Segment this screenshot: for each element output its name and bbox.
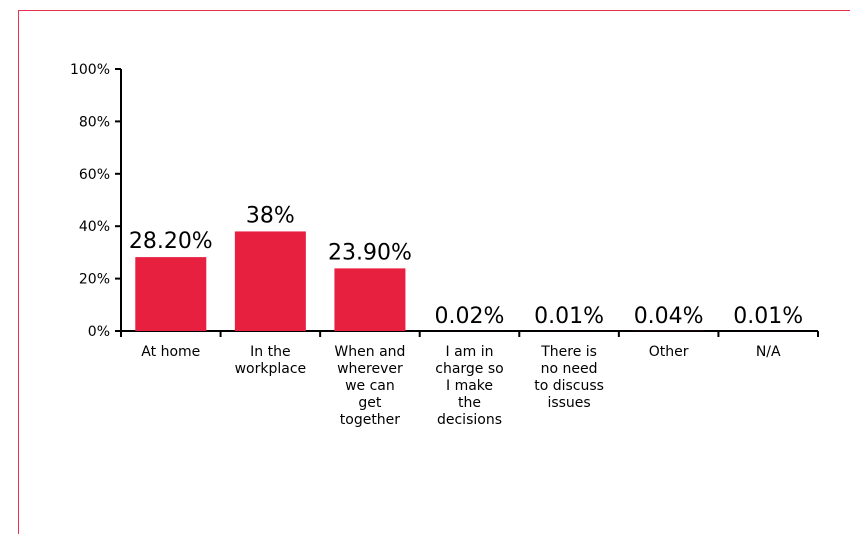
- frame-left-border: [18, 10, 19, 534]
- x-category-label-line: together: [340, 412, 401, 428]
- data-label: 28.20%: [129, 229, 213, 254]
- y-tick-label: 60%: [79, 167, 110, 183]
- x-category-label-line: the: [458, 395, 481, 411]
- x-category-label-line: get: [358, 395, 382, 411]
- y-tick-label: 100%: [70, 62, 110, 78]
- bar: [234, 231, 306, 331]
- y-tick-label: 80%: [79, 114, 110, 130]
- y-tick-label: 40%: [79, 219, 110, 235]
- x-category-label-line: decisions: [437, 412, 502, 428]
- x-category-label: When and wherever we can get together: [334, 344, 405, 428]
- x-category-label: I am in charge so I make the decisions: [435, 344, 503, 428]
- data-label: 0.04%: [634, 304, 704, 329]
- y-axis: 0% 20% 40% 60% 80% 100%: [70, 62, 122, 340]
- y-tick-label: 20%: [79, 272, 110, 288]
- x-category-label-line: to discuss: [534, 378, 604, 394]
- bar: [334, 268, 406, 331]
- y-tick-label: 0%: [88, 324, 110, 340]
- x-category-label: Other: [649, 344, 689, 360]
- x-category-label-line: I make: [446, 378, 493, 394]
- bars: [135, 231, 804, 331]
- x-category-label: In the workplace: [235, 344, 307, 377]
- x-category-label-line: workplace: [235, 361, 307, 377]
- x-category-label-line: In the: [250, 344, 290, 360]
- x-category-label: At home: [141, 344, 200, 360]
- x-category-label-line: issues: [547, 395, 590, 411]
- data-label: 23.90%: [328, 240, 412, 265]
- frame-top-border: [18, 10, 850, 11]
- data-label: 38%: [246, 203, 295, 228]
- x-category-label-line: I am in: [445, 344, 493, 360]
- data-label: 0.01%: [534, 304, 604, 329]
- x-category-label-line: There is: [540, 344, 597, 360]
- x-category-label: There is no need to discuss issues: [534, 344, 604, 411]
- x-category-label-line: When and: [334, 344, 405, 360]
- x-category-label-line: we can: [345, 378, 395, 394]
- x-category-label-line: charge so: [435, 361, 503, 377]
- x-axis: At home In the workplace When and wherever we…: [120, 330, 819, 428]
- data-labels: 28.20% 38% 23.90% 0.02% 0.01% 0.04% 0.01%: [129, 203, 803, 329]
- x-category-label-line: wherever: [337, 361, 403, 377]
- x-category-label: N/A: [756, 344, 781, 360]
- bar: [135, 257, 207, 331]
- data-label: 0.02%: [435, 304, 505, 329]
- x-category-label-line: Other: [649, 344, 689, 360]
- x-category-label-line: no need: [541, 361, 598, 377]
- x-category-label-line: At home: [141, 344, 200, 360]
- x-category-label-line: N/A: [756, 344, 781, 360]
- data-label: 0.01%: [733, 304, 803, 329]
